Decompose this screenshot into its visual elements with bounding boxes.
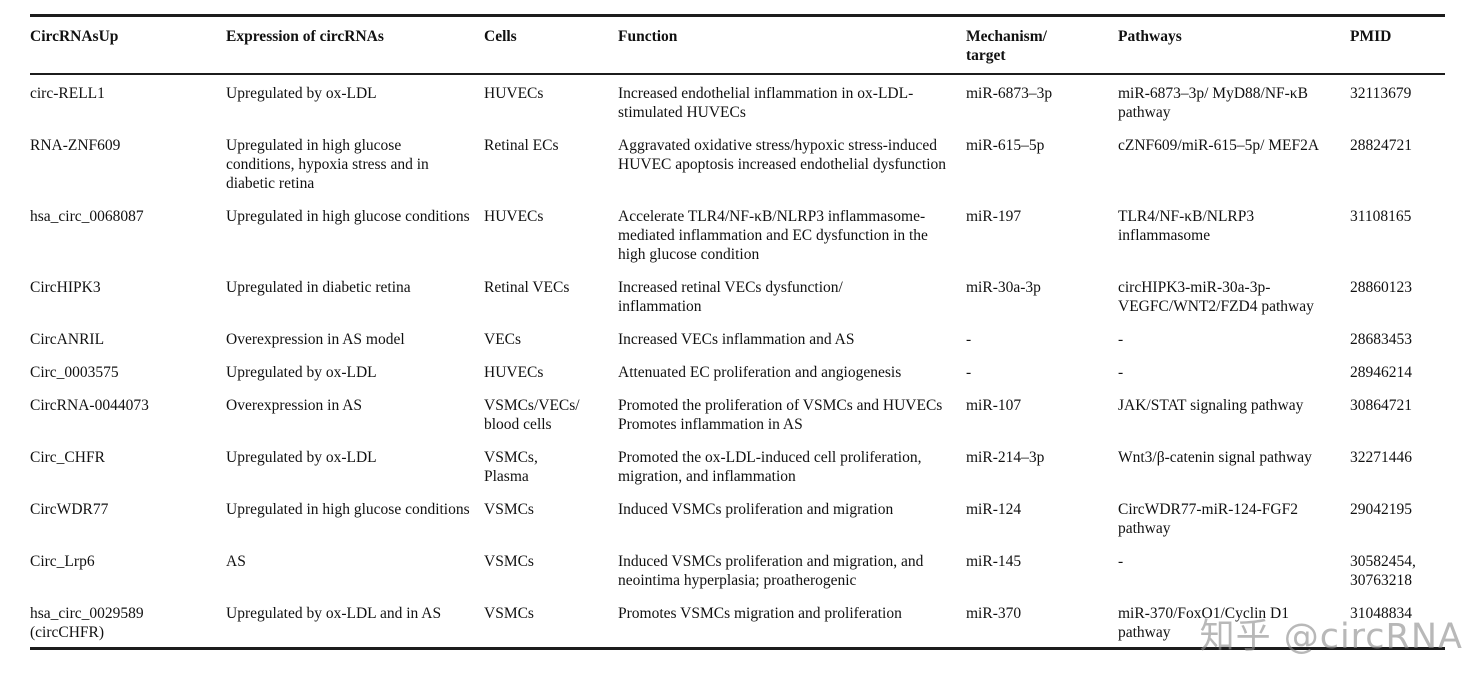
cell-pmid: 31108165 — [1350, 208, 1412, 225]
cell-pathways: - — [1118, 331, 1124, 348]
table-row: hsa_circ_0029589 (circCHFR) Upregulated … — [30, 595, 1445, 649]
table-row: CircANRIL Overexpression in AS model VEC… — [30, 321, 1445, 354]
cell-pathways: miR-370/FoxO1/Cyclin D1 pathway — [1118, 605, 1289, 641]
cell-mechanism: miR-214–3p — [966, 449, 1045, 466]
cell-circrna: hsa_circ_0029589 (circCHFR) — [30, 605, 144, 641]
cell-cells: HUVECs — [484, 85, 544, 102]
cell-pmid: 28824721 — [1350, 137, 1412, 154]
cell-function: Promotes VSMCs migration and proliferati… — [618, 605, 902, 622]
header-expression: Expression of circRNAs — [226, 15, 484, 75]
cell-mechanism: miR-197 — [966, 208, 1022, 225]
cell-mechanism: miR-370 — [966, 605, 1022, 622]
cell-function: Induced VSMCs proliferation and migratio… — [618, 553, 924, 589]
cell-function: Induced VSMCs proliferation and migratio… — [618, 501, 894, 518]
cell-expression: Upregulated by ox-LDL — [226, 364, 377, 381]
table-row: Circ_0003575 Upregulated by ox-LDL HUVEC… — [30, 354, 1445, 387]
cell-pmid: 32271446 — [1350, 449, 1412, 466]
cell-expression: Upregulated by ox-LDL — [226, 85, 377, 102]
header-mechanism: Mechanism/ target — [966, 15, 1118, 75]
cell-function: Increased VECs inflammation and AS — [618, 331, 855, 348]
cell-pmid: 30582454, 30763218 — [1350, 553, 1416, 589]
cell-function: Promoted the ox-LDL-induced cell prolife… — [618, 449, 922, 485]
cell-mechanism: miR-145 — [966, 553, 1022, 570]
cell-cells: HUVECs — [484, 364, 544, 381]
cell-function: Increased endothelial inflammation in ox… — [618, 85, 914, 121]
cell-function: Increased retinal VECs dysfunction/ infl… — [618, 279, 843, 315]
table-row: Circ_Lrp6 AS VSMCs Induced VSMCs prolife… — [30, 543, 1445, 595]
cell-expression: Upregulated in diabetic retina — [226, 279, 411, 296]
cell-function: Accelerate TLR4/NF-κB/NLRP3 inflammasome… — [618, 208, 928, 263]
table-header-row: CircRNAsUp Expression of circRNAs Cells … — [30, 15, 1445, 75]
table-row: CircHIPK3 Upregulated in diabetic retina… — [30, 269, 1445, 321]
cell-pmid: 30864721 — [1350, 397, 1412, 414]
cell-cells: Retinal VECs — [484, 279, 570, 296]
header-pathways: Pathways — [1118, 15, 1350, 75]
cell-function: Aggravated oxidative stress/hypoxic stre… — [618, 137, 947, 173]
cell-pmid: 32113679 — [1350, 85, 1412, 102]
cell-circrna: Circ_Lrp6 — [30, 553, 95, 570]
cell-mechanism: - — [966, 364, 972, 381]
cell-pathways: CircWDR77-miR-124-FGF2 pathway — [1118, 501, 1298, 537]
table-row: Circ_CHFR Upregulated by ox-LDL VSMCs, P… — [30, 439, 1445, 491]
cell-function: Promoted the proliferation of VSMCs and … — [618, 397, 943, 433]
cell-pathways: Wnt3/β-catenin signal pathway — [1118, 449, 1312, 466]
cell-expression: Upregulated in high glucose conditions, … — [226, 137, 429, 192]
cell-mechanism: miR-124 — [966, 501, 1022, 518]
cell-circrna: hsa_circ_0068087 — [30, 208, 144, 225]
cell-pmid: 28860123 — [1350, 279, 1412, 296]
cell-pmid: 29042195 — [1350, 501, 1412, 518]
table-row: RNA-ZNF609 Upregulated in high glucose c… — [30, 127, 1445, 198]
cell-expression: Overexpression in AS — [226, 397, 363, 414]
cell-pathways: circHIPK3-miR-30a-3p-VEGFC/WNT2/FZD4 pat… — [1118, 279, 1314, 315]
cell-mechanism: miR-6873–3p — [966, 85, 1053, 102]
header-function: Function — [618, 15, 966, 75]
cell-cells: VSMCs — [484, 605, 534, 622]
cell-pmid: 28946214 — [1350, 364, 1412, 381]
cell-cells: Retinal ECs — [484, 137, 559, 154]
header-pmid: PMID — [1350, 15, 1445, 75]
cell-mechanism: miR-615–5p — [966, 137, 1045, 154]
cell-mechanism: miR-107 — [966, 397, 1022, 414]
cell-pmid: 28683453 — [1350, 331, 1412, 348]
circrna-table: CircRNAsUp Expression of circRNAs Cells … — [30, 14, 1445, 650]
cell-expression: Upregulated by ox-LDL — [226, 449, 377, 466]
cell-expression: Upregulated by ox-LDL and in AS — [226, 605, 442, 622]
cell-function: Attenuated EC proliferation and angiogen… — [618, 364, 902, 381]
table-row: CircWDR77 Upregulated in high glucose co… — [30, 491, 1445, 543]
cell-circrna: RNA-ZNF609 — [30, 137, 121, 154]
cell-cells: VSMCs — [484, 553, 534, 570]
cell-expression: Upregulated in high glucose conditions — [226, 501, 470, 518]
cell-cells: VSMCs, Plasma — [484, 449, 538, 485]
cell-cells: VSMCs — [484, 501, 534, 518]
cell-mechanism: miR-30a-3p — [966, 279, 1041, 296]
cell-circrna: CircHIPK3 — [30, 279, 101, 296]
cell-mechanism: - — [966, 331, 972, 348]
table-row: hsa_circ_0068087 Upregulated in high glu… — [30, 198, 1445, 269]
cell-circrna: Circ_CHFR — [30, 449, 105, 466]
cell-circrna: CircANRIL — [30, 331, 105, 348]
cell-cells: VECs — [484, 331, 522, 348]
cell-pathways: JAK/STAT signaling pathway — [1118, 397, 1304, 414]
cell-circrna: circ-RELL1 — [30, 85, 105, 102]
header-cells: Cells — [484, 15, 618, 75]
cell-expression: Upregulated in high glucose conditions — [226, 208, 470, 225]
cell-circrna: Circ_0003575 — [30, 364, 119, 381]
cell-circrna: CircRNA-0044073 — [30, 397, 149, 414]
cell-expression: Overexpression in AS model — [226, 331, 405, 348]
table-row: circ-RELL1 Upregulated by ox-LDL HUVECs … — [30, 74, 1445, 127]
cell-pmid: 31048834 — [1350, 605, 1412, 622]
cell-cells: VSMCs/VECs/ blood cells — [484, 397, 580, 433]
header-circrna: CircRNAsUp — [30, 15, 226, 75]
cell-cells: HUVECs — [484, 208, 544, 225]
cell-pathways: cZNF609/miR-615–5p/ MEF2A — [1118, 137, 1320, 154]
table-row: CircRNA-0044073 Overexpression in AS VSM… — [30, 387, 1445, 439]
cell-expression: AS — [226, 553, 246, 570]
cell-pathways: miR-6873–3p/ MyD88/NF-κB pathway — [1118, 85, 1308, 121]
cell-circrna: CircWDR77 — [30, 501, 109, 518]
cell-pathways: - — [1118, 364, 1124, 381]
cell-pathways: - — [1118, 553, 1124, 570]
cell-pathways: TLR4/NF-κB/NLRP3 inflammasome — [1118, 208, 1255, 244]
